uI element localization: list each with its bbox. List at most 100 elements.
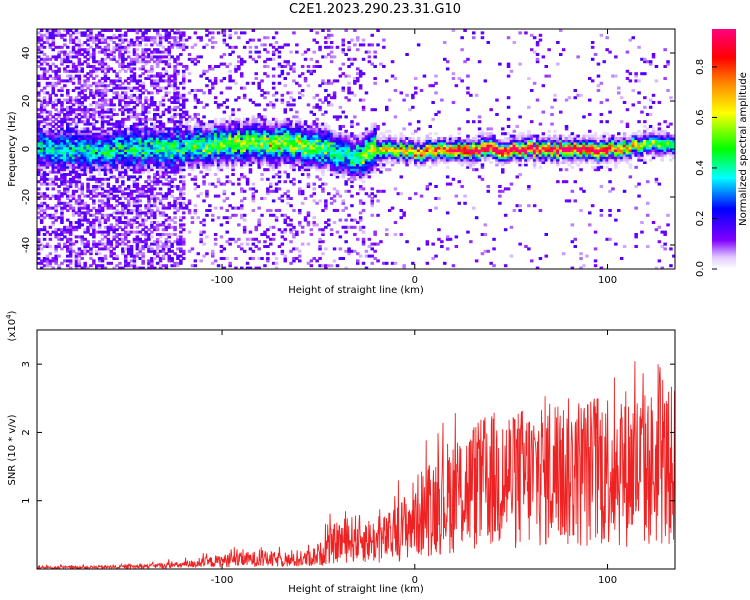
heatmap-cell (274, 173, 279, 176)
heatmap-cell (150, 257, 154, 260)
heatmap-cell (83, 252, 87, 256)
heatmap-cell (51, 168, 55, 172)
heatmap-cell (184, 65, 189, 68)
heatmap-cell (327, 139, 331, 143)
heatmap-cell (86, 137, 90, 140)
heatmap-cell (324, 199, 328, 203)
heatmap-cell (74, 173, 79, 176)
heatmap-cell (150, 57, 154, 61)
heatmap-cell (112, 45, 116, 49)
heatmap-cell (124, 204, 128, 208)
heatmap-cell (257, 206, 261, 210)
heatmap-cell (164, 163, 169, 167)
heatmap-cell (129, 41, 134, 44)
heatmap-cell (208, 204, 212, 208)
heatmap-cell (48, 101, 53, 104)
heatmap-cell (97, 91, 102, 95)
heatmap-cell (103, 194, 108, 198)
heatmap-cell (124, 221, 128, 224)
heatmap-cell (187, 91, 192, 95)
heatmap-cell (248, 55, 253, 59)
heatmap-cell (179, 53, 183, 56)
heatmap-cell (54, 235, 58, 239)
heatmap-cell (228, 69, 232, 73)
heatmap-cell (103, 134, 108, 138)
heatmap-cell (74, 29, 79, 32)
heatmap-cell (196, 98, 200, 102)
heatmap-cell (324, 146, 328, 150)
heatmap-cell (124, 257, 128, 260)
heatmap-cell (318, 125, 322, 128)
heatmap-cell (153, 180, 157, 184)
heatmap-cell (155, 158, 160, 162)
heatmap-cell (39, 120, 44, 124)
heatmap-cell (179, 31, 183, 35)
heatmap-cell (237, 108, 241, 112)
heatmap-cell (332, 165, 337, 169)
heatmap-cell (86, 168, 90, 172)
heatmap-cell (332, 168, 337, 172)
heatmap-cell (37, 122, 41, 126)
heatmap-cell (54, 197, 58, 200)
heatmap-cell (179, 43, 183, 47)
heatmap-cell (158, 201, 163, 205)
heatmap-cell (208, 137, 212, 140)
heatmap-cell (54, 153, 58, 157)
heatmap-cell (109, 252, 113, 256)
heatmap-cell (147, 69, 151, 73)
heatmap-cell (63, 144, 67, 148)
heatmap-cell (150, 55, 154, 59)
heatmap-cell (329, 134, 334, 138)
heatmap-cell (164, 91, 169, 95)
heatmap-cell (222, 247, 227, 251)
heatmap-cell (283, 65, 287, 68)
heatmap-cell (89, 72, 93, 76)
heatmap-cell (68, 206, 73, 210)
heatmap-cell (167, 141, 171, 145)
heatmap-cell (80, 153, 84, 157)
heatmap-cell (89, 233, 93, 236)
heatmap-cell (100, 242, 105, 246)
heatmap-cell (167, 134, 171, 138)
heatmap-cell (164, 36, 169, 40)
heatmap-cell (161, 29, 166, 32)
heatmap-cell (63, 177, 67, 181)
heatmap-cell (141, 149, 145, 152)
heatmap-cell (208, 156, 212, 160)
heatmap-cell (161, 197, 166, 200)
heatmap-cell (124, 225, 128, 229)
heatmap-cell (144, 62, 148, 66)
heatmap-cell (57, 120, 61, 124)
heatmap-cell (147, 194, 151, 198)
heatmap-cell (74, 235, 79, 239)
heatmap-cell (251, 161, 256, 164)
heatmap-cell (222, 158, 227, 162)
heatmap-cell (248, 247, 253, 251)
heatmap-cell (153, 187, 157, 191)
heatmap-cell (158, 132, 163, 136)
heatmap-cell (213, 125, 218, 128)
heatmap-cell (318, 151, 322, 155)
heatmap-cell (42, 233, 47, 236)
heatmap-cell (66, 98, 70, 102)
heatmap-cell (95, 209, 99, 212)
heatmap-cell (283, 221, 287, 224)
heatmap-cell (71, 144, 76, 148)
heatmap-cell (106, 189, 111, 193)
heatmap-cell (77, 43, 82, 47)
heatmap-cell (121, 151, 125, 155)
heatmap-cell (179, 206, 183, 210)
heatmap-cell (341, 110, 345, 114)
heatmap-cell (129, 211, 134, 215)
heatmap-cell (173, 31, 177, 35)
heatmap-cell (118, 161, 122, 164)
heatmap-cell (257, 257, 261, 260)
heatmap-cell (89, 192, 93, 196)
heatmap-cell (158, 161, 163, 164)
heatmap-cell (158, 233, 163, 236)
heatmap-cell (274, 163, 279, 167)
heatmap-cell (124, 141, 128, 145)
heatmap-cell (237, 223, 241, 227)
heatmap-cell (48, 96, 53, 100)
heatmap-cell (118, 141, 122, 145)
